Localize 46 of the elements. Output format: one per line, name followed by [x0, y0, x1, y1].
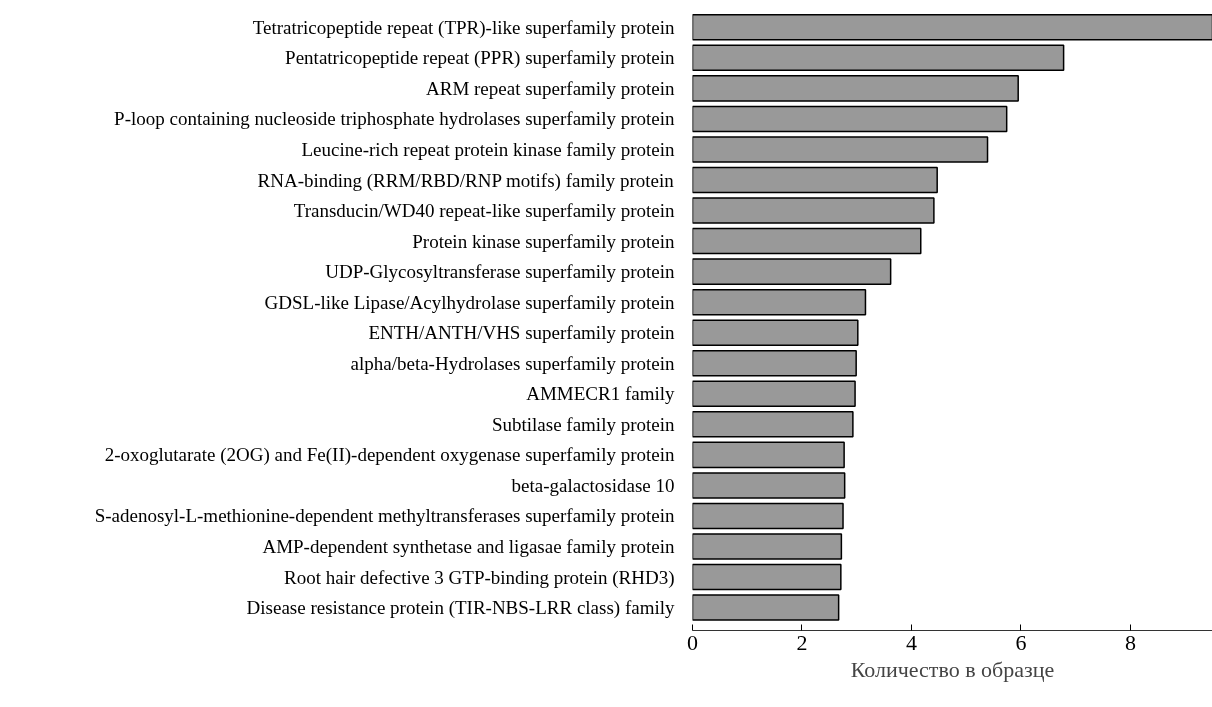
y-tick-label: Root hair defective 3 GTP-binding protein (RHD3) — [284, 566, 675, 589]
y-tick-label: Tetratricopeptide repeat (TPR)-like superfamily protein — [252, 16, 675, 39]
bar — [692, 197, 935, 224]
bar — [692, 533, 843, 560]
bar — [692, 258, 892, 285]
bar — [692, 44, 1065, 72]
y-tick-label: Transducin/WD40 repeat-like superfamily protein — [293, 200, 675, 222]
bar — [692, 136, 989, 163]
bar — [692, 563, 842, 591]
bar — [692, 380, 856, 408]
x-tick-label: 0 — [687, 629, 698, 655]
bar — [692, 594, 840, 621]
y-tick-label: GDSL-like Lipase/Acylhydrolase superfamily protein — [264, 291, 675, 313]
y-tick-label: 2-oxoglutarate (2OG) and Fe(II)-dependent oxygenase superfamily protein — [104, 444, 675, 467]
y-tick-label: S-adenosyl-L-methionine-dependent methyltransferases superfamily protein — [94, 505, 675, 527]
y-tick-label: P-loop containing nucleoside triphosphate hydrolases superfamily protein — [114, 108, 675, 130]
y-tick-label: ARM repeat superfamily protein — [425, 77, 675, 99]
bar — [692, 441, 845, 469]
y-tick-label: Protein kinase superfamily protein — [412, 230, 675, 252]
y-tick-label: AMMECR1 family — [526, 383, 675, 405]
bar — [692, 288, 867, 316]
y-tick-label: alpha/beta-Hydrolases superfamily protein — [350, 352, 675, 374]
bar — [692, 411, 854, 438]
y-tick-label: RNA-binding (RRM/RBD/RNP motifs) family protein — [257, 169, 675, 192]
x-axis-title: Количество в образце — [850, 656, 1055, 682]
y-tick-label: Subtilase family protein — [491, 413, 675, 435]
x-tick-label: 2 — [796, 629, 808, 655]
x-tick-label: 4 — [905, 629, 917, 655]
bar — [692, 502, 844, 530]
y-tick-label: Leucine-rich repeat protein kinase family protein — [301, 138, 675, 160]
x-tick-label: 6 — [1015, 629, 1027, 655]
y-tick-label: AMP-dependent synthetase and ligasae family protein — [262, 536, 675, 558]
bar — [692, 227, 922, 255]
bar — [692, 75, 1019, 102]
bar — [692, 105, 1008, 133]
bar — [692, 472, 846, 499]
bar — [692, 166, 938, 194]
y-tick-label: Pentatricopeptide repeat (PPR) superfamily protein — [285, 47, 675, 70]
x-tick-label: 8 — [1124, 629, 1136, 655]
bar — [692, 349, 857, 377]
y-tick-label: beta-galactosidase 10 — [511, 474, 675, 496]
y-tick-label: ENTH/ANTH/VHS superfamily protein — [368, 322, 675, 344]
bar — [692, 14, 1212, 41]
bar — [692, 319, 859, 346]
y-tick-label: Disease resistance protein (TIR-NBS-LRR class) family — [246, 597, 675, 620]
y-tick-label: UDP-Glycosyltransferase superfamily protein — [325, 261, 675, 283]
